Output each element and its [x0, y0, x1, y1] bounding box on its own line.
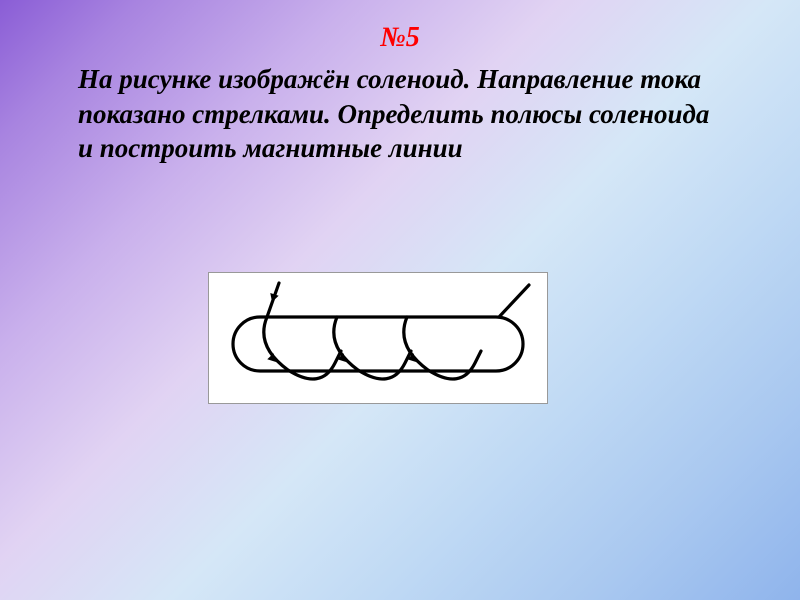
solenoid-svg	[209, 273, 547, 403]
slide-root: №5 На рисунке изображён соленоид. Направ…	[0, 0, 800, 600]
problem-text: На рисунке изображён соленоид. Направлен…	[78, 62, 728, 166]
problem-number: №5	[360, 22, 440, 54]
solenoid-figure	[208, 272, 548, 404]
